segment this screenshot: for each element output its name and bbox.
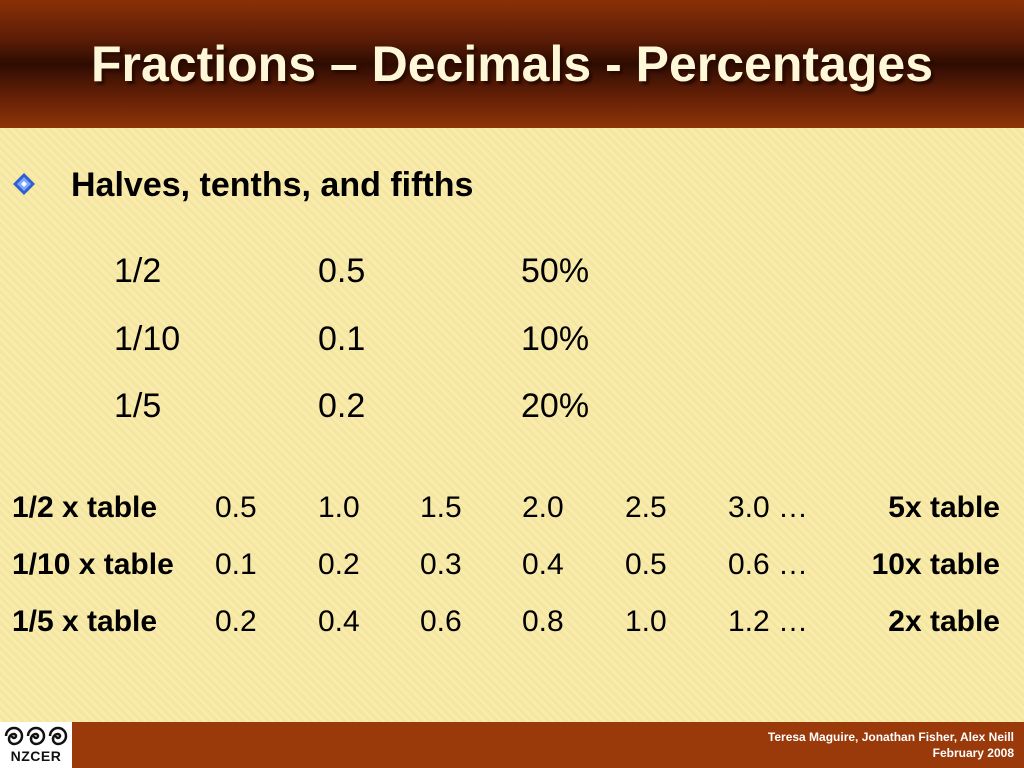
table-value: 0.5 [215, 491, 257, 524]
table-value: 0.2 [318, 548, 360, 581]
nzcer-logo: NZCER [0, 722, 72, 768]
table-value: 0.5 [625, 548, 667, 581]
slide-title: Fractions – Decimals - Percentages [90, 36, 934, 92]
table-value: 1.0 [625, 605, 667, 638]
footer-authors: Teresa Maguire, Jonathan Fisher, Alex Ne… [767, 730, 1014, 744]
decimal-cell: 0.1 [318, 320, 366, 358]
times-table-row: 1/5 x table 0.2 0.4 0.6 0.8 1.0 1.2 … 2x… [0, 602, 1024, 642]
table-value: 3.0 … [728, 491, 809, 524]
table-value: 0.8 [522, 605, 564, 638]
footer-bar: Teresa Maguire, Jonathan Fisher, Alex Ne… [0, 722, 1024, 768]
table-value: 1.2 … [728, 605, 809, 638]
slide-content [0, 128, 1024, 722]
table-label: 1/2 x table [12, 491, 158, 524]
table-value: 1.5 [420, 491, 462, 524]
table-value: 1.0 [318, 491, 360, 524]
table-value: 0.2 [215, 605, 257, 638]
logo-text: NZCER [10, 748, 62, 764]
table-value: 0.3 [420, 548, 462, 581]
diamond-bullet-icon [13, 173, 35, 195]
decimal-cell: 0.2 [318, 387, 366, 425]
spiral-logo-icon [4, 726, 68, 746]
fraction-cell: 1/5 [114, 387, 162, 425]
equivalent-table: 2x table [888, 605, 1000, 638]
table-value: 0.6 … [728, 548, 809, 581]
table-label: 1/5 x table [12, 605, 158, 638]
decimal-cell: 0.5 [318, 252, 366, 290]
equivalent-table: 5x table [888, 491, 1000, 524]
times-table-row: 1/2 x table 0.5 1.0 1.5 2.0 2.5 3.0 … 5x… [0, 488, 1024, 528]
table-value: 0.1 [215, 548, 257, 581]
footer-date: February 2008 [932, 746, 1014, 760]
table-value: 0.4 [522, 548, 564, 581]
table-value: 2.0 [522, 491, 564, 524]
times-table-row: 1/10 x table 0.1 0.2 0.3 0.4 0.5 0.6 … 1… [0, 545, 1024, 585]
table-value: 0.6 [420, 605, 462, 638]
bullet-heading: Halves, tenths, and fifths [71, 166, 474, 204]
percent-cell: 50% [521, 252, 590, 290]
table-value: 2.5 [625, 491, 667, 524]
equivalent-table: 10x table [871, 548, 1000, 581]
percent-cell: 10% [521, 320, 590, 358]
table-value: 0.4 [318, 605, 360, 638]
percent-cell: 20% [521, 387, 590, 425]
fraction-cell: 1/10 [114, 320, 181, 358]
title-bar: Fractions – Decimals - Percentages [0, 0, 1024, 128]
table-label: 1/10 x table [12, 548, 174, 581]
fraction-cell: 1/2 [114, 252, 162, 290]
